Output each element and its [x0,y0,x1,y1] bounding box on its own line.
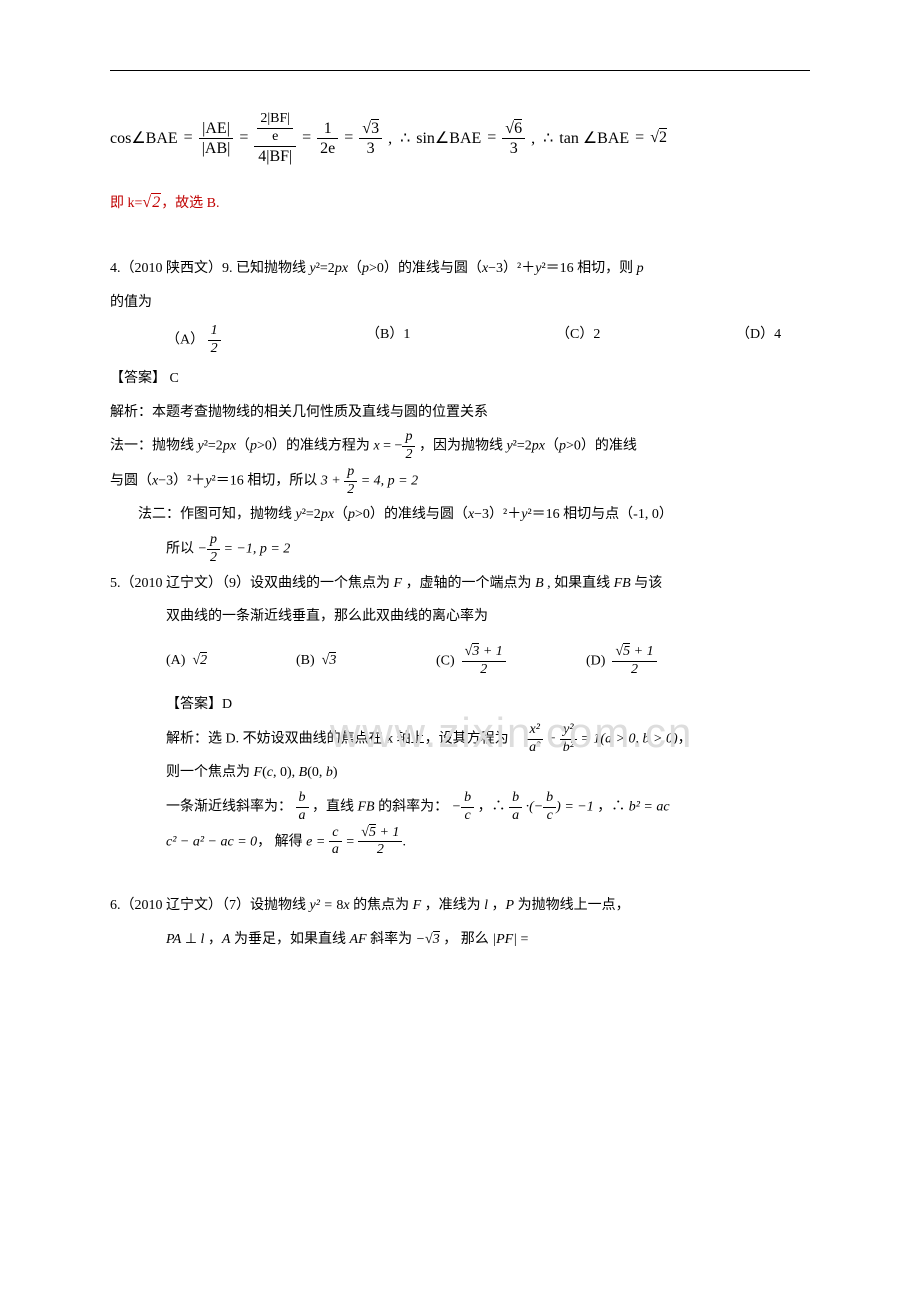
q5-option-c: (C) √3 + 12 [436,644,586,679]
q4-method2-line2: 所以 −p2 = −1, p = 2 [110,532,810,567]
q4-option-d: （D）4 [736,323,781,358]
q4-option-a: （A） 12 [110,323,366,358]
eq-lhs: cos∠BAE [110,128,178,148]
q4-method1-line2: 与圆（x−3）²＋y²＝16 相切，所以 3 + p2 = 4, p = 2 [110,464,810,499]
q5-expl-line1: 解析：选 D. 不妨设双曲线的焦点在 x 轴上，设其方程为： x²a² − y²… [110,722,810,757]
q5-expl-line4: c² − a² − ac = 0， 解得 e = ca = √5 + 12. [110,825,810,860]
q4-answer: 【答案】 C [110,362,810,396]
q5-stem-line2: 双曲线的一条渐近线垂直，那么此双曲线的离心率为 [110,600,810,634]
q4-method1-line1: 法一：抛物线 y²=2px（p>0）的准线方程为 x = −p2 ，因为抛物线 … [110,429,810,464]
q5-answer: 【答案】D [110,688,810,722]
q6-stem-line1: 6.（2010 辽宁文）（7）设抛物线 y² = 8x 的焦点为 F ，准线为 … [110,889,810,923]
q4-expl-title: 解析：本题考查抛物线的相关几何性质及直线与圆的位置关系 [110,396,810,430]
q5-stem-line1: 5.（2010 辽宁文）（9）设双曲线的一个焦点为 F ，虚轴的一个端点为 B … [110,567,810,601]
q4-stem-line1: 4.（2010 陕西文）9. 已知抛物线 y²=2px（p>0）的准线与圆（x−… [110,252,810,286]
q4-method2-line1: 法二：作图可知，抛物线 y²=2px（p>0）的准线与圆（x−3）²＋y²＝16… [110,498,810,532]
q5-option-d: (D) √5 + 12 [586,644,657,679]
q5-expl-line2: 则一个焦点为 F(c, 0), B(0, b) [110,756,810,790]
q5-option-a: (A) √2 [166,644,296,678]
equation-cos-bae: cos∠BAE = |AE||AB| = 2|BF|e 4|BF| = 12e … [110,111,810,166]
q4-option-c: （C）2 [556,323,736,358]
q4-option-b: （B）1 [366,323,556,358]
q5-expl-line3: 一条渐近线斜率为： ba ，直线 FB 的斜率为： −bc ，∴ ba ·(−b… [110,790,810,825]
q4-options: （A） 12 （B）1 （C）2 （D）4 [110,323,810,358]
top-rule [110,70,810,71]
q6-stem-line2: PA ⊥ l ，A 为垂足，如果直线 AF 斜率为 −√3 ， 那么 |PF| … [110,923,810,957]
q5-option-b: (B) √3 [296,644,436,678]
q5-options: (A) √2 (B) √3 (C) √3 + 12 (D) √5 + 12 [110,644,810,679]
prev-conclusion: 即 k=√2，故选 B. [110,184,810,222]
q4-stem-line2: 的值为 [110,286,810,320]
